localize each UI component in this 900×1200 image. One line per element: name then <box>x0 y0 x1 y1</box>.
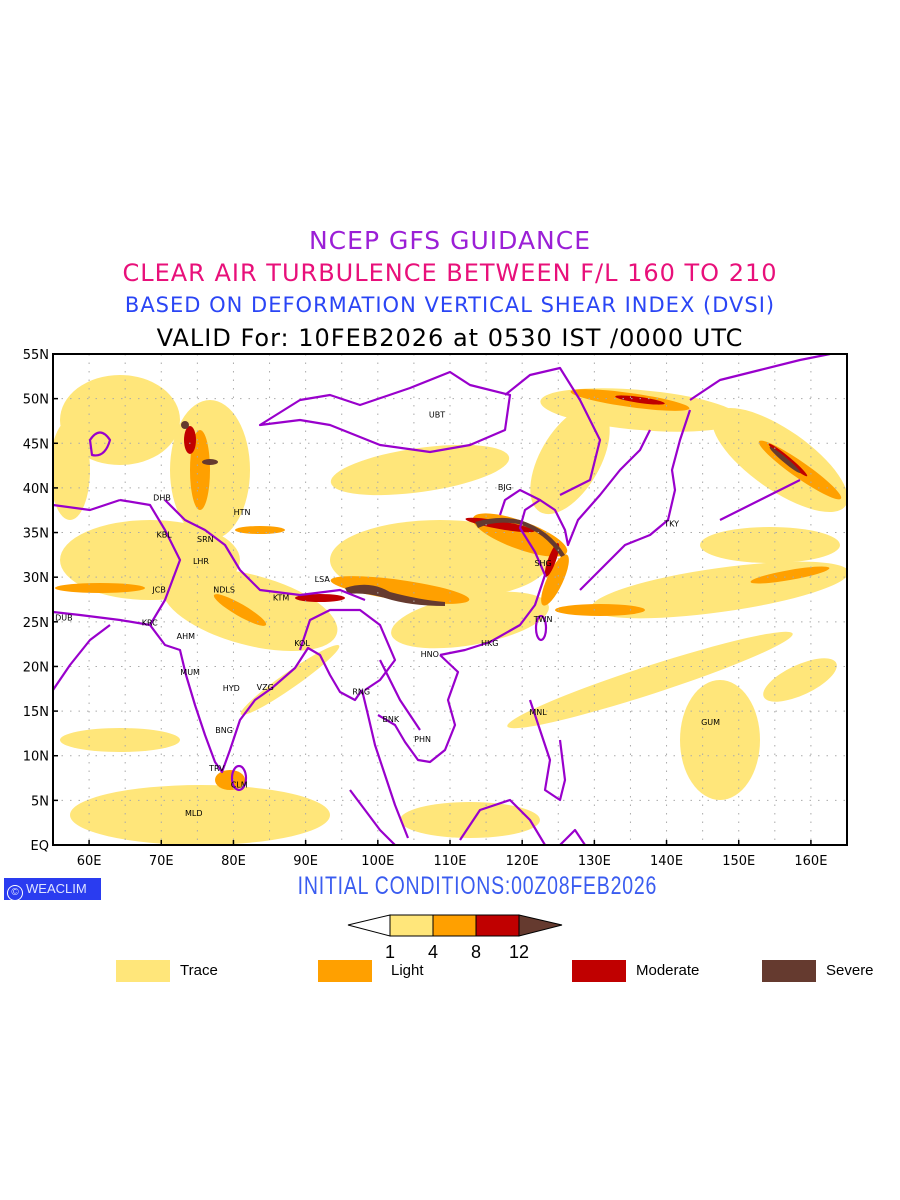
colorbar-level: 12 <box>509 942 529 962</box>
city-label-kbl: KBL <box>157 530 173 539</box>
title-model: NCEP GFS GUIDANCE <box>308 226 591 255</box>
copyright-icon: © <box>7 885 23 901</box>
title-method: BASED ON DEFORMATION VERTICAL SHEAR INDE… <box>124 293 776 317</box>
city-label-mum: MUM <box>180 668 200 677</box>
severe-areas <box>181 421 801 606</box>
city-label-trv: TRV <box>208 764 225 773</box>
colorbar: 1 4 8 12 <box>347 914 563 962</box>
city-label-ndls: NDLS <box>213 586 235 595</box>
legend-label-severe: Severe <box>826 962 874 979</box>
city-label-lsa: LSA <box>315 575 331 584</box>
city-label-hkg: HKG <box>481 639 498 648</box>
city-label-srn: SRN <box>197 535 214 544</box>
colorbar-moderate <box>475 914 520 937</box>
city-label-bjg: BJG <box>498 483 512 492</box>
city-label-vzg: VZG <box>257 683 274 692</box>
initial-conditions: INITIAL CONDITIONS:00Z08FEB2026 <box>297 872 658 900</box>
city-label-mld: MLD <box>185 809 203 818</box>
lon-tick-label: 160E <box>794 854 827 869</box>
city-label-twn: TWN <box>533 615 553 624</box>
lon-tick-label: 110E <box>433 854 466 869</box>
lon-tick-label: 140E <box>650 854 683 869</box>
legend-label-light: Light <box>391 962 424 979</box>
logo-text: WEACLIM <box>26 881 87 896</box>
city-label-bng: BNG <box>215 726 233 735</box>
legend-label-moderate: Moderate <box>636 962 700 979</box>
lat-tick-label: 10N <box>23 750 49 765</box>
city-label-clm: CLM <box>231 780 248 789</box>
colorbar-light <box>432 914 477 937</box>
city-label-shg: SHG <box>534 559 551 568</box>
lon-tick-label: 60E <box>77 854 102 869</box>
colorbar-trace <box>389 914 434 937</box>
lat-tick-label: 50N <box>23 393 49 408</box>
lat-tick-label: 20N <box>23 660 49 675</box>
city-label-dub: DUB <box>55 613 73 622</box>
city-label-ahm: AHM <box>177 632 195 641</box>
lat-tick-label: 30N <box>23 571 49 586</box>
lon-tick-label: 100E <box>361 854 394 869</box>
colorbar-level: 8 <box>471 942 481 962</box>
legend-swatch-severe <box>762 960 816 982</box>
lat-tick-label: 35N <box>23 527 49 542</box>
city-label-ubt: UBT <box>429 411 445 420</box>
lat-tick-label: 40N <box>23 482 49 497</box>
turbulence-map: UBT DHB KBL SRN LHR HTN JCB NDLS KTM LSA DUB KRC AHM… <box>23 348 848 869</box>
lon-tick-label: 130E <box>578 854 611 869</box>
lat-tick-label: 45N <box>23 437 49 452</box>
lat-tick-label: 5N <box>31 794 49 809</box>
title-valid-time: VALID For: 10FEB2026 at 0530 IST /0000 U… <box>156 324 744 352</box>
graticule <box>53 354 847 845</box>
city-label-rng: RNG <box>352 687 370 696</box>
legend-swatch-trace <box>116 960 170 982</box>
lat-tick-label: 15N <box>23 705 49 720</box>
city-label-jcb: JCB <box>151 586 165 595</box>
city-label-ktm: KTM <box>273 594 290 603</box>
title-product: CLEAR AIR TURBULENCE BETWEEN F/L 160 TO … <box>122 259 778 287</box>
legend-swatch-moderate <box>572 960 626 982</box>
colorbar-level: 4 <box>428 942 438 962</box>
lon-tick-label: 70E <box>149 854 174 869</box>
city-label-gum: GUM <box>701 718 720 727</box>
city-label-mnl: MNL <box>529 708 547 717</box>
city-label-dhb: DHB <box>153 494 171 503</box>
axes: EQ 5N 10N 15N 20N 25N 30N 35N 40N 45N 50N 55N 60E 70E… <box>23 348 828 869</box>
colorbar-level: 1 <box>385 942 395 962</box>
lon-tick-label: 80E <box>221 854 246 869</box>
turbulence-field: UBT DHB KBL SRN LHR HTN JCB NDLS KTM LSA DUB KRC AHM… <box>53 354 847 845</box>
lon-tick-label: 150E <box>722 854 755 869</box>
city-label-htn: HTN <box>234 508 251 517</box>
city-label-hyd: HYD <box>223 684 240 693</box>
city-label-kol: KOL <box>294 639 310 648</box>
lon-tick-label: 90E <box>293 854 318 869</box>
city-label-bnk: BNK <box>382 715 399 724</box>
coastlines-borders <box>53 354 831 845</box>
lon-tick-label: 120E <box>506 854 539 869</box>
legend-label-trace: Trace <box>180 962 218 979</box>
lat-tick-label: 55N <box>23 348 49 363</box>
lat-tick-label: 25N <box>23 616 49 631</box>
city-label-krc: KRC <box>142 619 158 628</box>
city-label-tky: TKY <box>663 520 679 529</box>
legend-swatch-light <box>318 960 372 982</box>
weaclim-logo: © WEACLIM <box>4 878 101 901</box>
city-labels: UBT DHB KBL SRN LHR HTN JCB NDLS KTM LSA DUB KRC AHM… <box>55 411 720 818</box>
city-label-phn: PHN <box>414 735 431 744</box>
city-label-lhr: LHR <box>193 557 209 566</box>
colorbar-severe-arrow <box>518 914 563 937</box>
lat-tick-label: EQ <box>31 839 49 854</box>
city-label-hno: HNO <box>421 650 439 659</box>
colorbar-low-arrow <box>347 914 391 937</box>
